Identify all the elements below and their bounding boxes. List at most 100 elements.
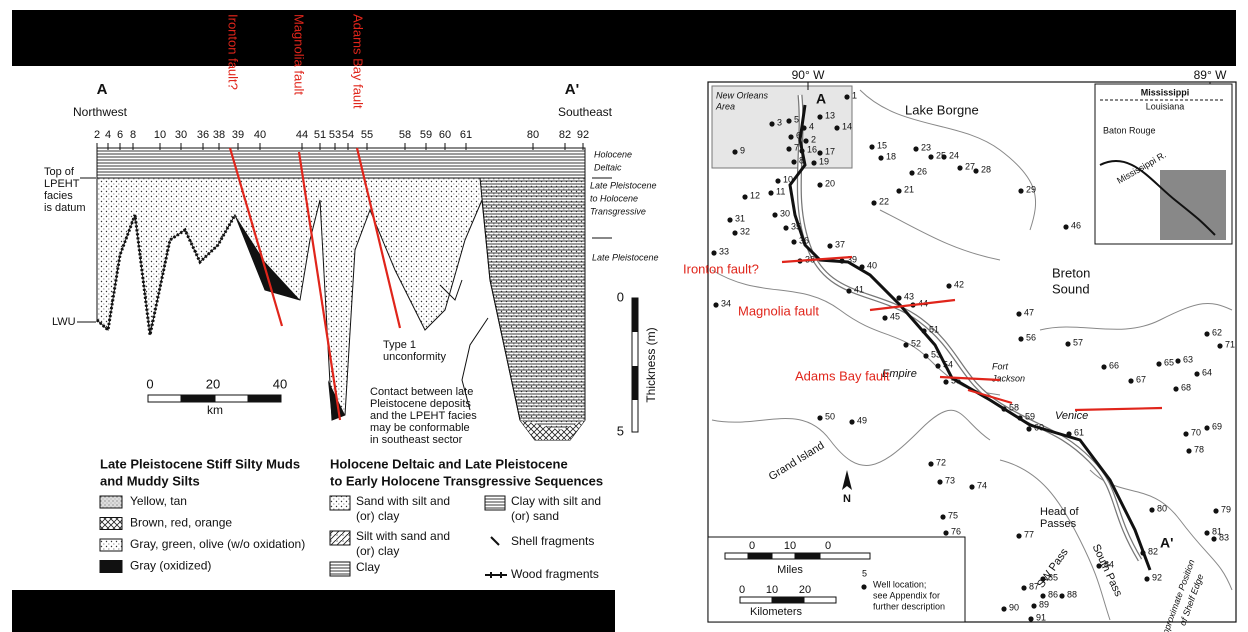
well-dot [1063, 224, 1068, 229]
thickness-seg [632, 366, 638, 400]
well-note: see Appendix for [873, 590, 940, 600]
well-number: 44 [296, 129, 308, 141]
well-dot [1149, 507, 1154, 512]
well-dot [849, 419, 854, 424]
well-dot [711, 250, 716, 255]
well-number: 36 [197, 129, 209, 141]
well-number: 35 [791, 221, 801, 231]
well-dot [1213, 508, 1218, 513]
annotation: Contact between late [370, 386, 473, 398]
well-number: 71 [1225, 339, 1235, 349]
well-dot [941, 154, 946, 159]
well-dot [768, 190, 773, 195]
well-number: 30 [780, 208, 790, 218]
thickness-tick: 0 [617, 289, 624, 304]
scale-segment [796, 553, 819, 559]
wood-symbol [485, 572, 507, 578]
well-dot [1028, 616, 1033, 621]
well-dot [937, 479, 942, 484]
well-number: 43 [904, 291, 914, 301]
well-dot [742, 194, 747, 199]
place: Venice [1055, 410, 1088, 422]
legend-item: (or) clay [356, 509, 399, 523]
well-number: 6 [796, 130, 801, 140]
scale-segment [748, 553, 771, 559]
well-dot [1204, 331, 1209, 336]
cross-section-panel: 2468103036383940445153545558596061808292… [44, 14, 659, 581]
well-number: 39 [232, 129, 244, 141]
well-dot [1144, 576, 1149, 581]
scale-tick: 40 [273, 376, 287, 391]
well-number: 56 [1026, 332, 1036, 342]
well-dot [1128, 378, 1133, 383]
well-dot [791, 239, 796, 244]
well-number: 92 [1152, 572, 1162, 582]
legend-item: (or) clay [356, 544, 399, 558]
thickness-label: Thickness (m) [644, 327, 658, 402]
well-number: 89 [1039, 599, 1049, 609]
well-dot [1018, 336, 1023, 341]
well-dot [817, 114, 822, 119]
well-number: 53 [329, 129, 341, 141]
well-number: 19 [819, 156, 829, 166]
well-number: 80 [527, 129, 539, 141]
well-number: 10 [783, 174, 793, 184]
place: New Orleans [716, 90, 769, 100]
well-number: 30 [175, 129, 187, 141]
well-dot [869, 144, 874, 149]
well-dot [1186, 448, 1191, 453]
north-label: N [843, 493, 851, 505]
well-number: 34 [721, 298, 731, 308]
well-dot [935, 363, 940, 368]
well-number: 1 [852, 90, 857, 100]
scale-tick: 5 [862, 568, 867, 578]
legend-item: Clay with silt and [511, 494, 601, 508]
well-dot [732, 230, 737, 235]
place: Sound [1052, 281, 1090, 296]
well-number: 40 [867, 260, 877, 270]
well-number: 59 [1025, 411, 1035, 421]
annotation: and the LPEHT facies [370, 410, 477, 422]
legend-item: Brown, red, orange [130, 516, 232, 530]
well-dot [732, 149, 737, 154]
well-number: 90 [1009, 602, 1019, 612]
legend-item: Silt with sand and [356, 529, 450, 543]
well-number: 69 [1212, 421, 1222, 431]
well-number: 5 [794, 114, 799, 124]
well-number: 6 [117, 129, 123, 141]
well-dot [923, 353, 928, 358]
fault-label: Adams Bay fault [351, 14, 366, 109]
well-dot [1026, 426, 1031, 431]
legend-swatch [100, 561, 122, 573]
place: Area [715, 101, 735, 111]
well-number: 7 [794, 142, 799, 152]
legend-swatch [100, 518, 122, 530]
well-dot [786, 118, 791, 123]
well-number: 91 [1036, 612, 1046, 622]
well-number: 4 [105, 129, 111, 141]
well-dot [775, 178, 780, 183]
well-dot [878, 155, 883, 160]
well-number: 47 [1024, 307, 1034, 317]
well-dot [769, 121, 774, 126]
well-number: 85 [1048, 572, 1058, 582]
well-dot [791, 159, 796, 164]
well-number: 52 [911, 338, 921, 348]
legend-item: (or) sand [511, 509, 559, 523]
longitude: 89° W [1194, 68, 1227, 82]
well-dot [1211, 536, 1216, 541]
well-number: 58 [399, 129, 411, 141]
unit-label: Late Pleistocene [590, 180, 657, 190]
well-number: 66 [1109, 360, 1119, 370]
well-number: 36 [799, 235, 809, 245]
well-dot [943, 530, 948, 535]
well-dot [1040, 576, 1045, 581]
bottom-bar [12, 590, 615, 632]
well-number: 27 [965, 161, 975, 171]
well-dot [940, 514, 945, 519]
well-dot [1096, 563, 1101, 568]
scale-segment [772, 597, 804, 603]
well-number: 8 [130, 129, 136, 141]
well-dot [788, 134, 793, 139]
well-dot [846, 288, 851, 293]
